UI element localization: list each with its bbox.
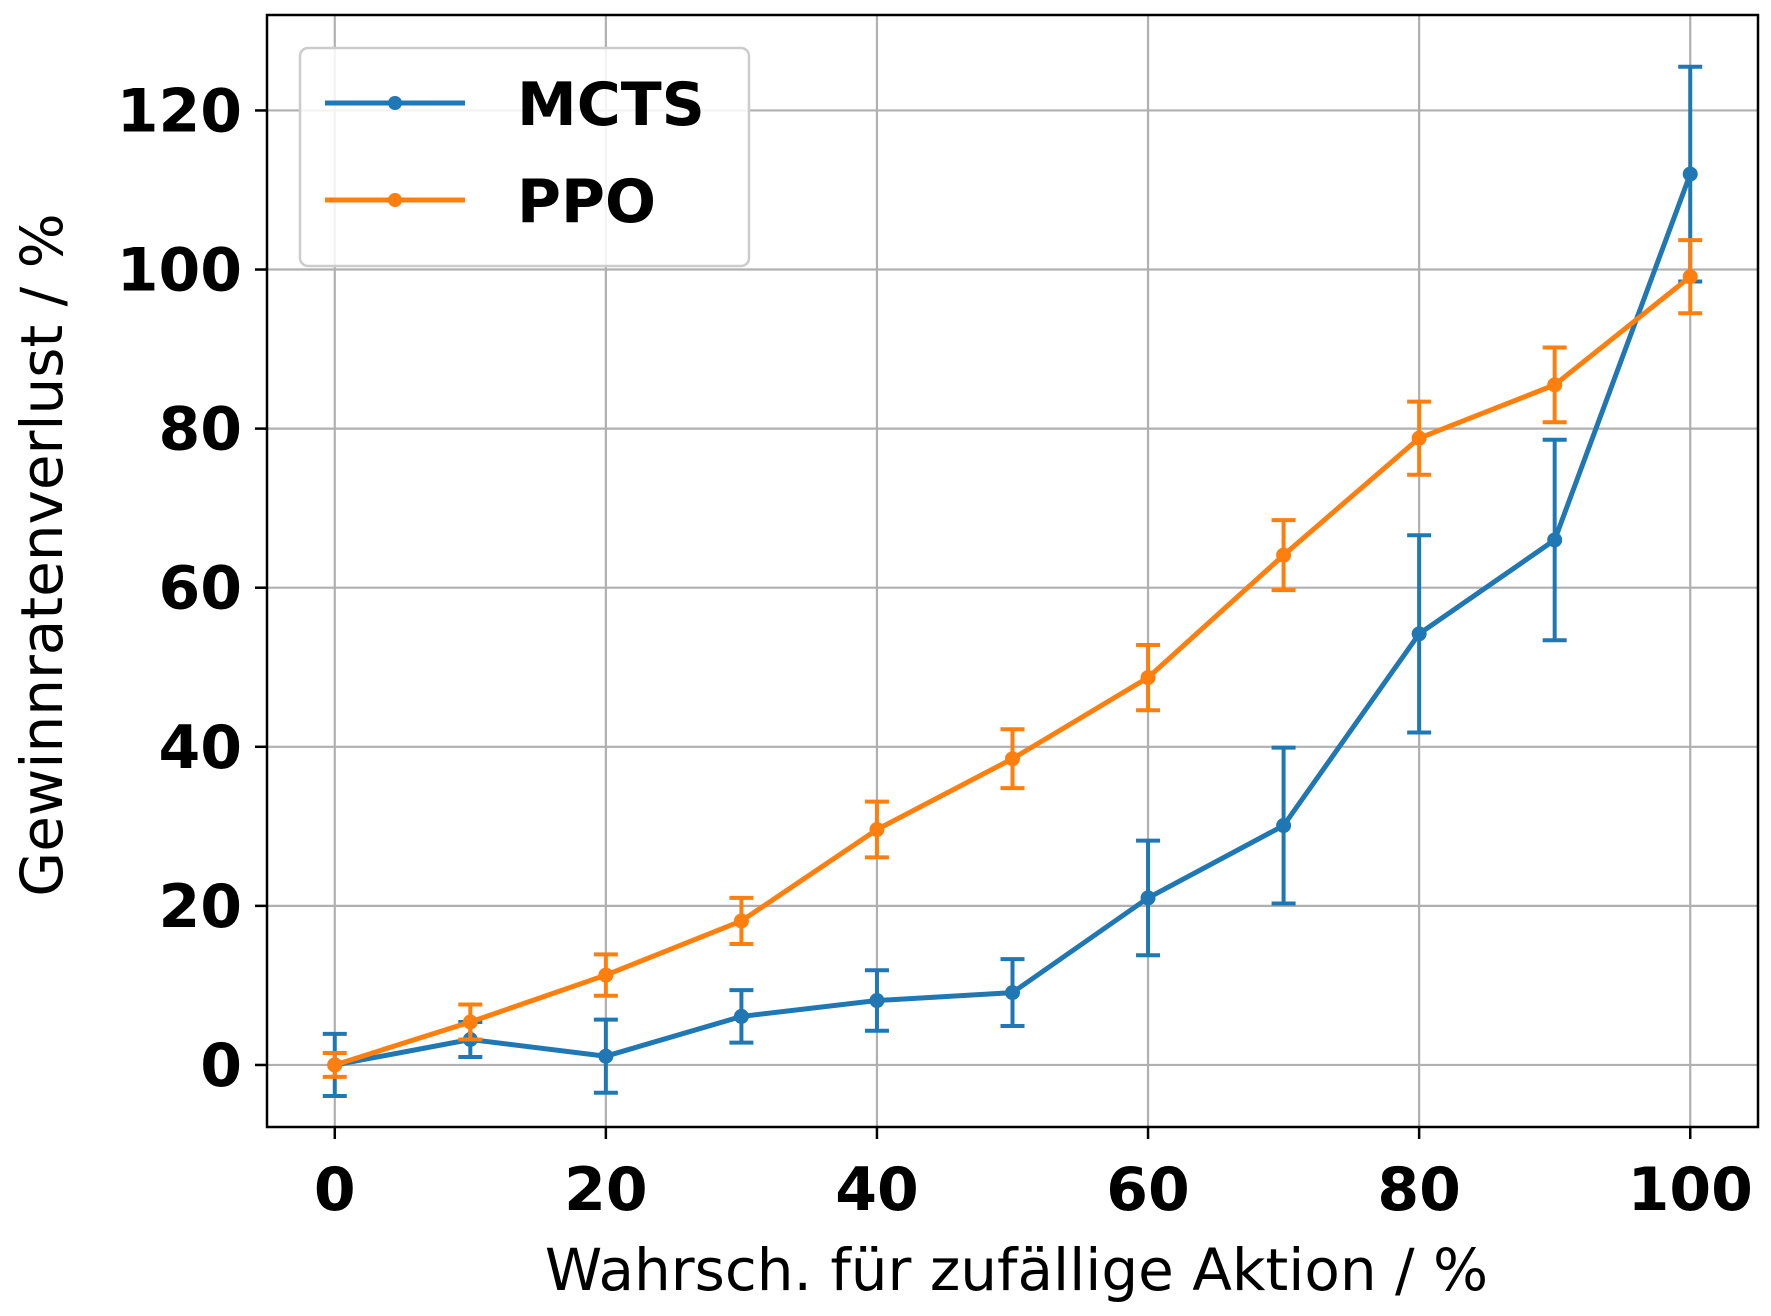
y-axis-label: Gewinnratenverlust / % (8, 213, 76, 896)
x-tick-label-0: 0 (314, 1155, 356, 1225)
point-mcts-30 (733, 1008, 749, 1024)
point-ppo-30 (733, 913, 749, 929)
legend-marker-mcts (388, 96, 402, 110)
point-mcts-100 (1682, 166, 1698, 182)
series-layer (322, 64, 1703, 1098)
y-tick-label-120: 120 (117, 76, 242, 146)
point-ppo-40 (869, 822, 885, 838)
point-ppo-60 (1140, 670, 1156, 686)
series-ppo (322, 238, 1703, 1079)
ticks: 0 20 40 60 80 100 0 20 40 60 80 100 120 (117, 76, 1753, 1225)
y-tick-label-20: 20 (159, 872, 243, 942)
point-mcts-90 (1547, 532, 1563, 548)
point-mcts-60 (1140, 890, 1156, 906)
x-tick-label-80: 80 (1377, 1155, 1461, 1225)
point-ppo-70 (1276, 547, 1292, 563)
x-tick-label-20: 20 (564, 1155, 648, 1225)
y-tick-label-80: 80 (159, 395, 243, 465)
x-tick-label-60: 60 (1106, 1155, 1190, 1225)
point-mcts-20 (598, 1048, 614, 1064)
series-mcts (322, 64, 1703, 1098)
x-tick-label-100: 100 (1628, 1155, 1753, 1225)
y-tick-label-100: 100 (117, 236, 242, 306)
legend-label-ppo: PPO (517, 167, 656, 237)
y-tick-label-60: 60 (159, 554, 243, 624)
x-axis-label: Wahrsch. für zufällige Aktion / % (545, 1236, 1488, 1304)
point-ppo-20 (598, 967, 614, 983)
point-ppo-80 (1411, 430, 1427, 446)
point-ppo-50 (1005, 751, 1020, 767)
point-ppo-100 (1682, 269, 1698, 285)
point-ppo-90 (1547, 377, 1563, 393)
x-tick-label-40: 40 (835, 1155, 919, 1225)
point-mcts-70 (1276, 818, 1292, 834)
point-ppo-10 (462, 1014, 478, 1030)
plot-frame (265, 13, 1760, 1129)
point-ppo-0 (327, 1057, 343, 1073)
point-mcts-80 (1411, 626, 1427, 642)
legend: MCTS PPO (298, 46, 751, 268)
y-tick-label-40: 40 (159, 713, 243, 783)
legend-label-mcts: MCTS (517, 70, 705, 140)
legend-marker-ppo (388, 193, 402, 207)
point-mcts-40 (869, 993, 885, 1009)
y-tick-label-0: 0 (200, 1031, 242, 1101)
point-mcts-50 (1005, 985, 1020, 1001)
